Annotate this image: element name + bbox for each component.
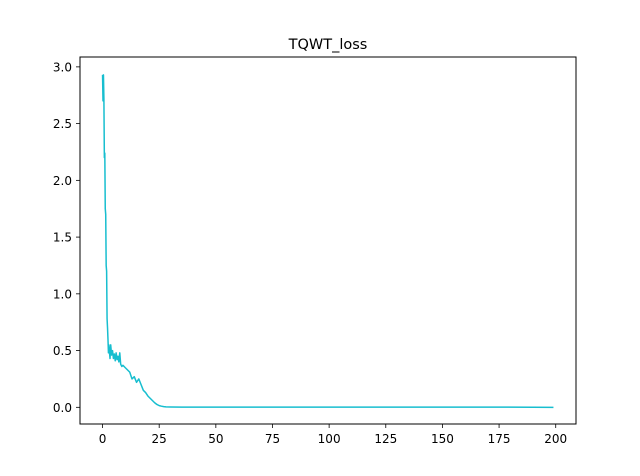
x-tick-label: 150 [431,432,454,446]
series-line-0 [101,74,554,409]
x-tick-label: 0 [99,432,107,446]
y-tick-label: 0.5 [53,344,72,358]
x-tick-label: 175 [488,432,511,446]
y-tick-label: 1.5 [53,231,72,245]
x-tick-label: 100 [318,432,341,446]
y-tick-label: 0.0 [53,401,72,415]
y-tick-label: 2.0 [53,174,72,188]
plot-area [101,74,554,409]
y-tick-label: 2.5 [53,117,72,131]
y-tick-label: 3.0 [53,60,72,74]
chart-title: TQWT_loss [288,37,368,53]
plot-frame [79,56,577,425]
x-tick-label: 125 [374,432,397,446]
x-tick-label: 200 [544,432,567,446]
x-axis: 0 25 50 75 100 125 150 175 200 [99,424,567,446]
y-axis: 0.0 0.5 1.0 1.5 2.0 2.5 3.0 [53,60,80,415]
x-tick-label: 75 [265,432,280,446]
x-tick-label: 25 [152,432,167,446]
x-tick-label: 50 [208,432,223,446]
y-tick-label: 1.0 [53,287,72,301]
